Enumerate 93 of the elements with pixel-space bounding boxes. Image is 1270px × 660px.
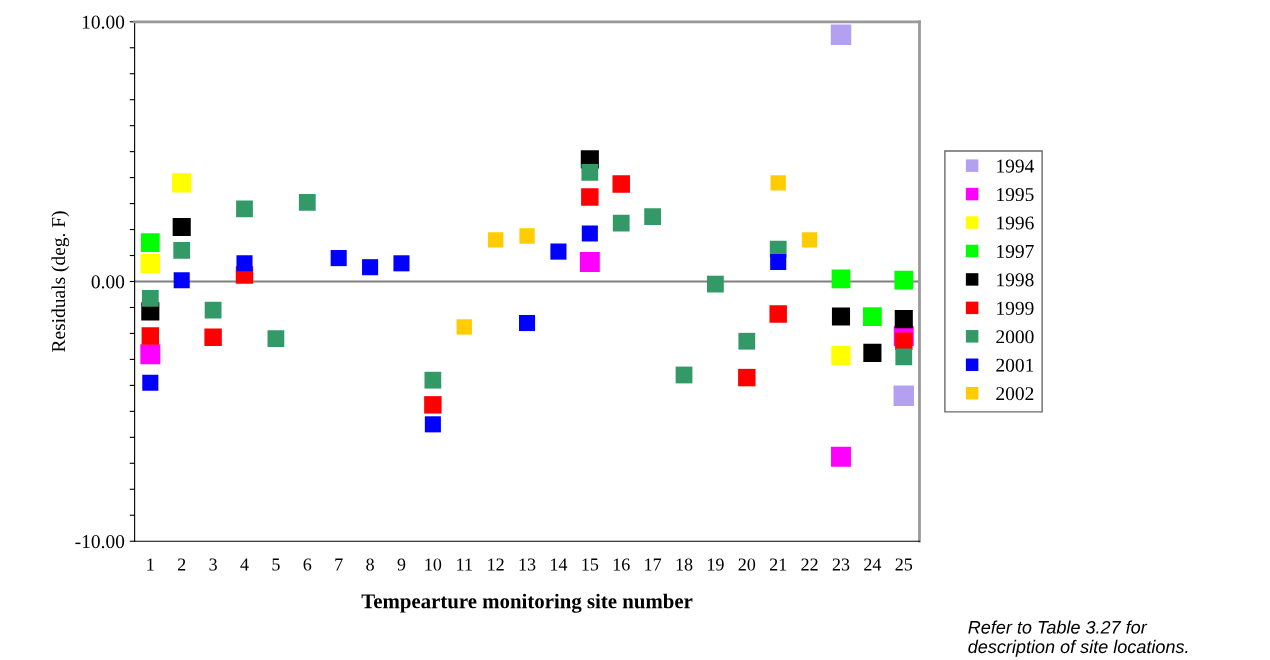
- point: [579, 252, 600, 272]
- x-tick-label: 3: [209, 558, 217, 571]
- point: [612, 214, 630, 232]
- point: [581, 164, 599, 181]
- x-tick-label: 8: [366, 558, 374, 571]
- point: [142, 374, 159, 391]
- point: [141, 289, 159, 307]
- point: [141, 327, 160, 345]
- point: [456, 319, 472, 335]
- point: [893, 385, 915, 407]
- point: [675, 366, 693, 384]
- point: [895, 348, 913, 366]
- x-tick-label: 7: [335, 558, 343, 571]
- point: [172, 217, 191, 237]
- point: [172, 173, 192, 193]
- legend-label: 1996: [997, 216, 1034, 230]
- point: [831, 269, 851, 289]
- point: [831, 307, 851, 326]
- point: [330, 250, 347, 267]
- y-axis-title: Residuals (deg. F): [51, 211, 70, 352]
- x-tick-label: 17: [645, 558, 662, 571]
- point: [204, 301, 222, 319]
- point: [424, 396, 442, 414]
- x-tick-label: 11: [457, 558, 472, 571]
- x-tick-label: 15: [582, 558, 599, 571]
- point: [581, 225, 598, 242]
- point: [362, 259, 379, 276]
- x-tick-label: 22: [801, 558, 818, 571]
- point: [519, 228, 535, 244]
- point: [424, 416, 441, 433]
- x-axis-title: Tempearture monitoring site number: [361, 593, 693, 613]
- point: [298, 193, 316, 211]
- point: [863, 307, 882, 326]
- x-tick-label: 23: [832, 558, 850, 571]
- x-tick-label: 24: [864, 558, 882, 571]
- x-tick-label: 10: [425, 558, 442, 571]
- point: [738, 332, 756, 350]
- point: [204, 328, 222, 347]
- point: [830, 24, 852, 46]
- point: [770, 253, 787, 271]
- point: [831, 345, 851, 366]
- x-tick-label: 2: [177, 558, 186, 571]
- legend-label: 1998: [997, 273, 1034, 287]
- point: [173, 272, 190, 289]
- legend-label: 1999: [997, 301, 1034, 315]
- x-tick-label: 9: [397, 558, 406, 571]
- y-tick-label: 0.00: [91, 275, 125, 289]
- point: [863, 343, 882, 362]
- point: [831, 446, 851, 467]
- x-tick-label: 14: [551, 558, 568, 571]
- x-tick-label: 18: [676, 558, 693, 571]
- x-tick-label: 19: [707, 558, 724, 571]
- point: [801, 232, 818, 248]
- x-tick-label: 4: [240, 558, 249, 571]
- point: [487, 232, 504, 248]
- point: [236, 255, 253, 272]
- point: [140, 233, 160, 252]
- point: [140, 253, 160, 273]
- point: [644, 208, 662, 225]
- point: [519, 315, 536, 332]
- legend-label: 2002: [996, 387, 1034, 401]
- x-tick-label: 1: [147, 558, 154, 571]
- legend-label: 1995: [997, 188, 1034, 202]
- point: [236, 200, 253, 218]
- point: [173, 241, 191, 259]
- x-tick-label: 21: [769, 558, 787, 571]
- y-tick-label: -10.00: [75, 535, 125, 549]
- legend-label: 1997: [997, 244, 1034, 258]
- text: Refer to Table 3.27 for description of site locations.: [968, 620, 1188, 657]
- point: [581, 188, 599, 206]
- legend-label: 1994: [997, 159, 1035, 173]
- point: [550, 243, 567, 260]
- point: [894, 270, 914, 290]
- x-tick-label: 25: [895, 558, 913, 571]
- point: [140, 344, 161, 365]
- point: [267, 330, 285, 348]
- point: [707, 275, 724, 293]
- y-tick-label: 10.00: [82, 15, 125, 29]
- legend-label: 2001: [996, 358, 1034, 372]
- x-tick-label: 20: [738, 558, 756, 571]
- point: [769, 305, 787, 323]
- x-tick-label: 16: [613, 558, 630, 571]
- point: [894, 310, 913, 329]
- x-tick-label: 6: [303, 558, 312, 571]
- legend-label: 2000: [996, 330, 1034, 344]
- point: [770, 175, 786, 191]
- point: [612, 175, 630, 193]
- point: [738, 368, 756, 387]
- x-tick-label: 5: [272, 558, 280, 571]
- x-tick-label: 12: [488, 558, 504, 571]
- x-tick-label: 13: [519, 558, 536, 571]
- point: [393, 255, 410, 272]
- point: [424, 371, 442, 389]
